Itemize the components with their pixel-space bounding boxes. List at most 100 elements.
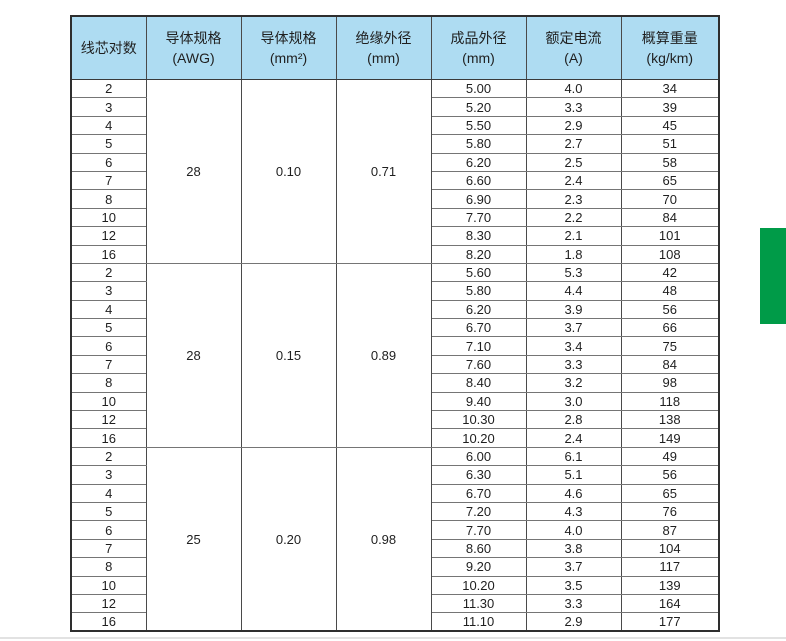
rated-current-cell: 2.1 [525, 226, 622, 246]
weight-cell: 177 [620, 612, 720, 632]
finished-od-cell: 6.20 [430, 152, 527, 172]
weight-cell: 84 [620, 207, 720, 228]
mm2-cell: 0.20 [240, 446, 337, 632]
page-bottom-edge [0, 637, 786, 639]
pairs-cell: 5 [70, 134, 147, 154]
green-side-tab [760, 228, 786, 324]
pairs-cell: 5 [70, 501, 147, 522]
finished-od-cell: 7.70 [430, 207, 527, 228]
awg-cell: 28 [145, 79, 242, 264]
rated-current-cell: 4.0 [525, 520, 622, 540]
pairs-cell: 3 [70, 281, 147, 301]
table-row: 12 10.30 2.8 138 [70, 410, 720, 430]
weight-cell: 101 [620, 226, 720, 246]
weight-cell: 51 [620, 134, 720, 154]
header-unit: (kg/km) [646, 50, 694, 66]
finished-od-cell: 5.80 [430, 134, 527, 154]
pairs-cell: 16 [70, 244, 147, 264]
pairs-cell: 10 [70, 207, 147, 228]
header-label: 额定电流 [545, 30, 602, 46]
table-row: 2 28 0.10 0.71 5.00 4.0 34 [70, 78, 720, 264]
col-header-finished-od: 成品外径 (mm) [430, 15, 527, 80]
col-header-weight: 概算重量 (kg/km) [620, 15, 720, 80]
weight-cell: 66 [620, 318, 720, 338]
table-row: 12 11.30 3.3 164 [70, 593, 720, 614]
table-row: 3 5.80 4.4 48 [70, 281, 720, 301]
weight-cell: 48 [620, 281, 720, 301]
finished-od-cell: 10.30 [430, 410, 527, 430]
pairs-cell: 6 [70, 520, 147, 540]
weight-cell: 45 [620, 115, 720, 136]
header-unit: (mm) [462, 50, 495, 66]
weight-cell: 87 [620, 520, 720, 540]
rated-current-cell: 2.4 [525, 170, 622, 191]
weight-cell: 39 [620, 97, 720, 117]
rated-current-cell: 3.5 [525, 575, 622, 595]
pairs-cell: 6 [70, 152, 147, 172]
table-body: 2 28 0.10 0.71 5.00 4.0 34 3 5.20 3.3 39 4 5.50 2.9 45… [70, 78, 720, 632]
table-row: 6 7.70 4.0 87 [70, 520, 720, 540]
pairs-cell: 12 [70, 226, 147, 246]
insulation-od-cell: 0.98 [335, 446, 432, 632]
finished-od-cell: 8.60 [430, 538, 527, 559]
pairs-cell: 2 [70, 262, 147, 283]
table-row: 16 11.10 2.9 177 [70, 612, 720, 632]
header-label: 绝缘外径 [355, 30, 412, 46]
header-unit: (A) [564, 50, 583, 66]
pairs-cell: 4 [70, 115, 147, 136]
pairs-cell: 8 [70, 373, 147, 393]
finished-od-cell: 7.20 [430, 501, 527, 522]
rated-current-cell: 5.1 [525, 465, 622, 485]
table-header: 线芯对数 导体规格 (AWG) 导体规格 (mm²) 绝缘外径 (mm) 成品外… [70, 15, 720, 80]
rated-current-cell: 4.3 [525, 501, 622, 522]
finished-od-cell: 5.00 [430, 78, 527, 99]
header-row: 线芯对数 导体规格 (AWG) 导体规格 (mm²) 绝缘外径 (mm) 成品外… [70, 15, 720, 80]
pairs-cell: 3 [70, 97, 147, 117]
weight-cell: 70 [620, 189, 720, 209]
table-row: 5 7.20 4.3 76 [70, 501, 720, 522]
table-row: 6 7.10 3.4 75 [70, 336, 720, 356]
table-row: 4 6.20 3.9 56 [70, 299, 720, 320]
pairs-cell: 5 [70, 318, 147, 338]
weight-cell: 75 [620, 336, 720, 356]
col-header-mm2: 导体规格 (mm²) [240, 15, 337, 80]
awg-cell: 25 [145, 446, 242, 632]
finished-od-cell: 9.40 [430, 391, 527, 412]
col-header-insulation-od: 绝缘外径 (mm) [335, 15, 432, 80]
finished-od-cell: 6.20 [430, 299, 527, 320]
table-row: 8 9.20 3.7 117 [70, 557, 720, 577]
header-label: 成品外径 [450, 30, 507, 46]
table-row: 5 6.70 3.7 66 [70, 318, 720, 338]
mm2-cell: 0.10 [240, 79, 337, 264]
header-unit: (mm) [367, 50, 400, 66]
rated-current-cell: 2.2 [525, 207, 622, 228]
weight-cell: 65 [620, 170, 720, 191]
rated-current-cell: 3.2 [525, 373, 622, 393]
table-row: 16 10.20 2.4 149 [70, 428, 720, 448]
finished-od-cell: 5.60 [430, 262, 527, 283]
finished-od-cell: 5.80 [430, 281, 527, 301]
weight-cell: 149 [620, 428, 720, 448]
table-row: 3 6.30 5.1 56 [70, 465, 720, 485]
finished-od-cell: 10.20 [430, 575, 527, 595]
weight-cell: 56 [620, 465, 720, 485]
cable-spec-table: 线芯对数 导体规格 (AWG) 导体规格 (mm²) 绝缘外径 (mm) 成品外… [70, 15, 720, 633]
pairs-cell: 2 [70, 446, 147, 467]
header-label: 导体规格 [165, 30, 222, 46]
weight-cell: 76 [620, 501, 720, 522]
rated-current-cell: 2.5 [525, 152, 622, 172]
weight-cell: 56 [620, 299, 720, 320]
header-label: 导体规格 [260, 30, 317, 46]
rated-current-cell: 3.9 [525, 299, 622, 320]
pairs-cell: 10 [70, 575, 147, 595]
finished-od-cell: 6.90 [430, 189, 527, 209]
rated-current-cell: 2.8 [525, 410, 622, 430]
pairs-cell: 7 [70, 354, 147, 375]
weight-cell: 34 [620, 78, 720, 99]
weight-cell: 118 [620, 391, 720, 412]
weight-cell: 138 [620, 410, 720, 430]
weight-cell: 58 [620, 152, 720, 172]
weight-cell: 42 [620, 262, 720, 283]
rated-current-cell: 3.3 [525, 97, 622, 117]
rated-current-cell: 3.7 [525, 318, 622, 338]
